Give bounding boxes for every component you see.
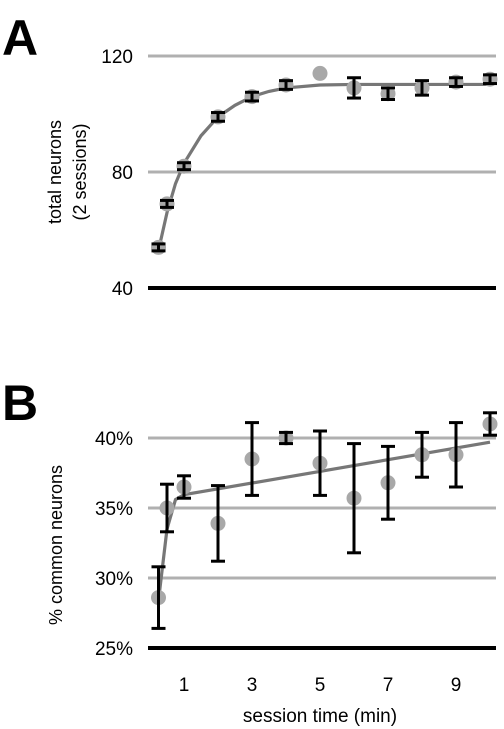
error-bar-b: [381, 444, 395, 521]
error-bar-a: [177, 161, 191, 172]
data-points-a: [151, 65, 498, 255]
error-bar-a: [415, 79, 429, 97]
gridlines-a: [148, 54, 496, 290]
error-bar-b: [483, 411, 497, 437]
error-bar-a: [211, 111, 225, 123]
error-bar-b: [347, 442, 361, 555]
error-bar-b: [313, 429, 327, 497]
data-points-b: [151, 411, 498, 630]
error-bar-a: [151, 242, 166, 253]
y-tick-label-b: 25%: [95, 639, 133, 660]
error-bar-a: [160, 198, 174, 209]
error-bar-b: [415, 430, 429, 479]
y-axis-label-b: % common neurons: [46, 465, 66, 625]
x-ticks-b: 1 3 5 7 9: [179, 675, 462, 696]
error-bar-a: [279, 79, 293, 91]
fit-curve-b: [156, 440, 491, 601]
y-ticks-b: 25% 30% 35% 40%: [95, 429, 133, 660]
x-tick-label-b: 5: [315, 675, 326, 696]
error-bar-a: [381, 86, 395, 101]
gridlines-b: [148, 436, 496, 650]
x-tick-label-b: 1: [179, 675, 190, 696]
error-bar-a: [483, 73, 497, 86]
y-tick-label-b: 30%: [95, 569, 133, 590]
panel-a: A 40 80 120 total neurons (2 sessions): [2, 10, 498, 300]
fit-curve-a: [156, 82, 490, 251]
error-bar-b: [449, 421, 463, 489]
y-tick-label-a: 40: [112, 279, 133, 300]
error-bar-b: [279, 430, 293, 446]
error-bar-a: [245, 90, 259, 103]
data-point-a: [312, 65, 328, 81]
x-axis-label-b: session time (min): [243, 706, 397, 727]
panel-letter-b: B: [2, 375, 38, 431]
error-bar-b: [151, 565, 166, 630]
error-bar-b: [211, 484, 225, 563]
y-tick-label-b: 40%: [95, 429, 133, 450]
error-bar-b: [245, 421, 259, 497]
y-tick-label-b: 35%: [95, 499, 133, 520]
error-bar-a: [449, 76, 463, 88]
x-tick-label-b: 7: [383, 675, 394, 696]
panel-letter-a: A: [2, 10, 38, 66]
x-tick-label-b: 3: [247, 675, 258, 696]
y-tick-label-a: 80: [112, 163, 133, 184]
error-bar-b: [160, 482, 174, 534]
error-bar-b: [177, 474, 191, 500]
y-ticks-a: 40 80 120: [101, 47, 133, 300]
panel-b: B 25% 30% 35% 40% 1 3 5 7 9 % common neurons se…: [2, 375, 498, 727]
y-tick-label-a: 120: [101, 47, 133, 68]
y-axis-label-a-line1: total neurons: [45, 120, 65, 224]
x-tick-label-b: 9: [451, 675, 462, 696]
y-axis-label-a-line2: (2 sessions): [70, 123, 90, 220]
error-bar-a: [347, 76, 361, 100]
